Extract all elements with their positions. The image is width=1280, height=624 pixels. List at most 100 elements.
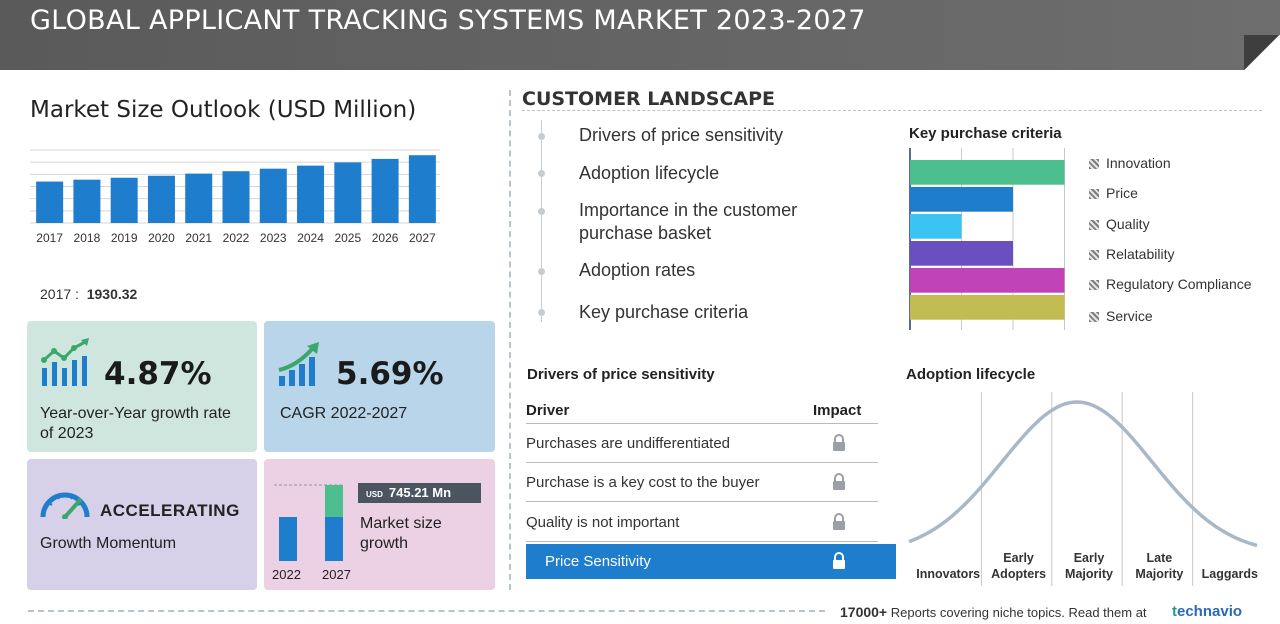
growth-year-end: 2027 — [322, 567, 351, 582]
lock-icon — [833, 552, 845, 569]
customer-landscape-rule — [522, 110, 1262, 111]
speedometer-icon — [40, 492, 90, 519]
hatch-swatch-icon — [1089, 159, 1099, 169]
adoption-curve — [908, 400, 1258, 548]
year-tick-label: 2017 — [36, 231, 63, 245]
hatch-swatch-icon — [1089, 250, 1099, 260]
momentum-label: Growth Momentum — [40, 535, 177, 552]
landscape-item: Importance in the customer purchase bask… — [579, 200, 798, 243]
stage-label: Majority — [1135, 567, 1183, 581]
year-tick-label: 2026 — [372, 231, 399, 245]
year-tick-label: 2021 — [185, 231, 212, 245]
bullet-dot — [538, 309, 545, 316]
table-row: Purchases are undifferentiated — [526, 425, 878, 463]
growth-bar-increment — [325, 485, 343, 517]
market-bar — [297, 165, 325, 223]
growth-badge: USD 745.21 Mn — [358, 483, 481, 503]
bullet-dot — [538, 268, 545, 275]
market-bar — [259, 168, 287, 223]
year-tick-label: 2025 — [334, 231, 361, 245]
stage-label: Late — [1147, 551, 1173, 565]
footer-text: 17000+ Reports covering niche topics. Re… — [840, 604, 1147, 620]
lock-icon — [833, 473, 845, 490]
yoy-value: 4.87% — [104, 356, 212, 392]
growth-chart-icon — [41, 338, 89, 386]
kpc-bar — [910, 268, 1065, 293]
customer-landscape-rail — [541, 120, 542, 322]
kpc-bar — [910, 160, 1065, 185]
price-sensitivity-title: Drivers of price sensitivity — [527, 366, 715, 383]
momentum-value: ACCELERATING — [100, 501, 240, 520]
stage-label: Innovators — [916, 567, 980, 581]
growth-card: 2022 2027 USD 745.21 Mn Market size growt… — [264, 459, 495, 590]
year-tick-label: 2018 — [74, 231, 101, 245]
highlight-label: Price Sensitivity — [545, 553, 651, 570]
growth-label: Market size growth — [360, 515, 442, 552]
hatch-swatch-icon — [1089, 280, 1099, 290]
hatch-swatch-icon — [1089, 189, 1099, 199]
market-bar — [408, 155, 436, 223]
kpc-bar — [910, 187, 1013, 212]
yoy-label: Year-over-Year growth rate of 2023 — [40, 405, 231, 442]
base-year: 2017 — [40, 286, 72, 302]
market-size-title: Market Size Outlook (USD Million) — [30, 97, 417, 123]
legend-item: Service — [1089, 308, 1153, 328]
growth-bar-end-base — [325, 517, 343, 561]
customer-landscape-title: CUSTOMER LANDSCAPE — [522, 88, 776, 110]
landscape-item: Adoption lifecycle — [579, 163, 720, 183]
technavio-logo[interactable]: technavio — [1172, 603, 1243, 620]
kpc-title: Key purchase criteria — [909, 125, 1062, 142]
cagr-label: CAGR 2022-2027 — [280, 405, 408, 422]
hatch-swatch-icon — [1089, 312, 1099, 322]
table-row: Quality is not important — [526, 504, 878, 542]
market-bar — [110, 177, 138, 223]
year-tick-label: 2023 — [260, 231, 287, 245]
growth-currency: USD — [366, 490, 383, 499]
footer-caption: Reports covering niche topics. Read them… — [890, 605, 1147, 620]
growth-value: 745.21 Mn — [388, 485, 452, 500]
landscape-item: Key purchase criteria — [579, 302, 749, 322]
growth-bars — [274, 484, 343, 561]
header-banner: GLOBAL APPLICANT TRACKING SYSTEMS MARKET… — [0, 0, 1280, 70]
cagr-value: 5.69% — [336, 356, 444, 392]
legend-item: Price — [1089, 185, 1138, 205]
momentum-card: ACCELERATING Growth Momentum — [27, 459, 257, 590]
market-bar — [185, 173, 213, 223]
base-year-value: 2017 : 1930.32 — [40, 286, 138, 302]
year-tick-label: 2019 — [111, 231, 138, 245]
year-tick-label: 2027 — [409, 231, 436, 245]
year-tick-label: 2020 — [148, 231, 175, 245]
bullet-dot — [538, 208, 545, 215]
market-bar — [334, 162, 362, 223]
market-bar — [73, 179, 101, 223]
lock-icon — [833, 513, 845, 530]
driver-cell: Purchases are undifferentiated — [526, 435, 731, 452]
market-bar — [371, 158, 399, 223]
market-bar — [36, 181, 64, 223]
market-size-chart: 2017 2018 2019 2020 2021 2022 2023 2024 2025 2026… — [30, 149, 440, 245]
price-sensitivity-highlight: Price Sensitivity — [526, 544, 896, 579]
kpc-bar — [910, 241, 1013, 266]
stage-label: Majority — [1065, 567, 1113, 581]
adoption-lifecycle-title: Adoption lifecycle — [906, 366, 1036, 383]
stage-label: Early — [1074, 551, 1105, 565]
kpc-bar — [910, 214, 962, 239]
landscape-item: Adoption rates — [579, 260, 696, 280]
legend-item: Quality — [1089, 216, 1150, 236]
driver-cell: Purchase is a key cost to the buyer — [526, 474, 760, 491]
kpc-chart — [909, 148, 1065, 330]
stage-label: Adopters — [991, 567, 1046, 581]
stage-label: Early — [1003, 551, 1034, 565]
corner-fold — [1244, 35, 1280, 70]
kpc-bar — [910, 295, 1065, 320]
lock-icon — [833, 434, 845, 451]
year-tick-label: 2022 — [223, 231, 250, 245]
bullet-dot — [538, 133, 545, 140]
legend-item: Relatability — [1089, 246, 1174, 266]
legend-item: Innovation — [1089, 155, 1171, 175]
trend-up-icon — [278, 342, 319, 386]
market-bar — [147, 175, 175, 223]
growth-year-start: 2022 — [272, 567, 301, 582]
footer-count: 17000+ — [840, 604, 888, 620]
bullet-dot — [538, 170, 545, 177]
